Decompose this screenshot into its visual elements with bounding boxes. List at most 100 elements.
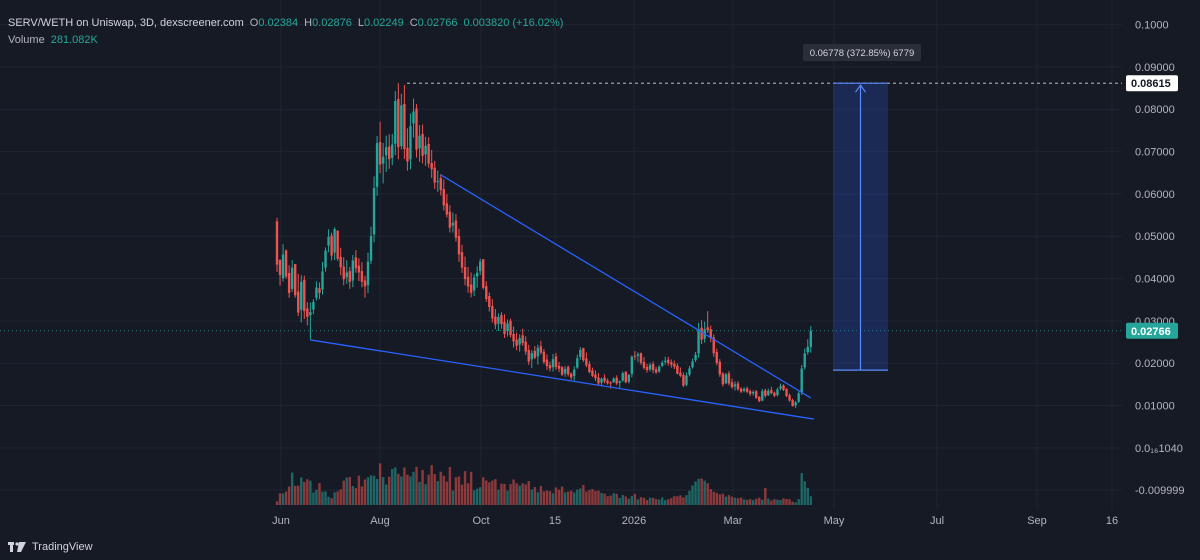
trendline-upper: [440, 174, 812, 399]
volume-bar: [609, 495, 612, 505]
volume-bar: [770, 500, 773, 505]
y-tick-label: 0.09000: [1135, 62, 1175, 74]
volume-bar: [727, 495, 731, 505]
candle-body: [406, 147, 409, 162]
candle-body: [281, 254, 285, 279]
x-tick-label: 15: [549, 515, 561, 527]
volume-bar: [591, 489, 594, 505]
candle-body: [336, 230, 339, 259]
candle-body: [300, 281, 303, 310]
candle-body: [275, 221, 279, 265]
candle-body: [357, 265, 361, 273]
measure-label: 0.06778 (372.85%) 6779: [810, 48, 915, 59]
candle-body: [345, 272, 348, 278]
volume-bar: [479, 487, 482, 505]
volume-bar: [400, 476, 403, 505]
candle-body: [397, 98, 400, 148]
open-label: O: [249, 17, 259, 29]
volume-bar: [724, 496, 728, 505]
candle-body: [530, 353, 533, 360]
candle-body: [633, 355, 637, 357]
candle-body: [566, 367, 570, 375]
candle-body: [391, 144, 394, 158]
candle-body: [418, 135, 421, 149]
volume-bar: [730, 496, 734, 505]
volume-bar: [369, 475, 373, 505]
candle-body: [527, 349, 530, 362]
candle-body: [394, 100, 397, 144]
x-tick-label: 2026: [622, 515, 646, 527]
volume-bar: [415, 466, 418, 505]
candle-body: [509, 320, 512, 336]
volume-bar: [503, 483, 506, 505]
volume-bar: [351, 486, 355, 505]
candle-body: [724, 374, 728, 384]
tradingview-logo[interactable]: TradingView: [8, 541, 93, 553]
candle-body: [479, 261, 482, 272]
candle-body: [727, 373, 731, 384]
candle-body: [758, 396, 761, 402]
volume-bar: [570, 490, 573, 505]
volume-bar: [800, 473, 803, 505]
candle-body: [287, 272, 291, 293]
candle-body: [409, 125, 412, 160]
candle-body: [560, 367, 564, 375]
volume-bar: [506, 490, 509, 505]
open-value: 0.02384: [258, 17, 299, 29]
trendline-lower: [310, 339, 814, 420]
candle-body: [482, 259, 485, 288]
drawings[interactable]: 0.06778 (372.85%) 6779: [0, 44, 1122, 420]
candle-body: [333, 229, 336, 253]
volume-bar: [406, 474, 409, 505]
candle-body: [718, 361, 722, 375]
candle-body: [624, 371, 627, 383]
volume-bar: [445, 481, 449, 505]
candle-body: [415, 108, 418, 150]
high-price-label-bg: [1126, 75, 1178, 92]
volume-bar: [691, 485, 694, 505]
candle-body: [312, 301, 315, 310]
volume-bar: [676, 496, 679, 505]
volume-bar: [433, 474, 436, 505]
volume-bar: [275, 501, 279, 505]
candle-body: [806, 346, 809, 353]
volume-bars: [275, 463, 813, 505]
y-tick-label: 0.05000: [1135, 231, 1175, 243]
candle-body: [660, 362, 664, 366]
tradingview-icon: [8, 542, 26, 552]
volume-bar: [360, 486, 364, 505]
candle-body: [800, 368, 803, 393]
candle-body: [388, 146, 391, 160]
candle-body: [491, 306, 494, 319]
volume-bar: [679, 495, 682, 505]
volume-bar: [639, 497, 643, 505]
candle-body: [515, 339, 518, 346]
volume-bar: [742, 499, 746, 505]
volume-bar: [688, 490, 691, 505]
candle-body: [688, 368, 691, 375]
volume-bar: [694, 481, 697, 505]
candle-body: [430, 162, 433, 170]
volume-bar: [624, 496, 627, 505]
candle-body: [494, 316, 497, 325]
candle-body: [372, 188, 376, 235]
volume-bar: [554, 487, 558, 505]
volume-bar: [460, 484, 464, 505]
y-tick-label: 0.01000: [1135, 401, 1175, 413]
volume-bar: [372, 475, 376, 505]
volume-bar: [378, 463, 382, 505]
candle-body: [642, 362, 646, 368]
candle-body: [354, 257, 358, 269]
volume-bar: [342, 480, 345, 505]
candle-body: [524, 341, 527, 352]
candle-body: [318, 288, 321, 293]
candle-body: [469, 284, 473, 293]
volume-bar: [521, 483, 524, 505]
candle-body: [324, 250, 327, 268]
candle-body: [427, 144, 430, 164]
volume-bar: [627, 498, 631, 505]
candle-body: [503, 321, 506, 334]
volume-bar: [424, 484, 427, 505]
chart-legend: SERV/WETH on Uniswap, 3D, dexscreener.co…: [8, 15, 563, 49]
